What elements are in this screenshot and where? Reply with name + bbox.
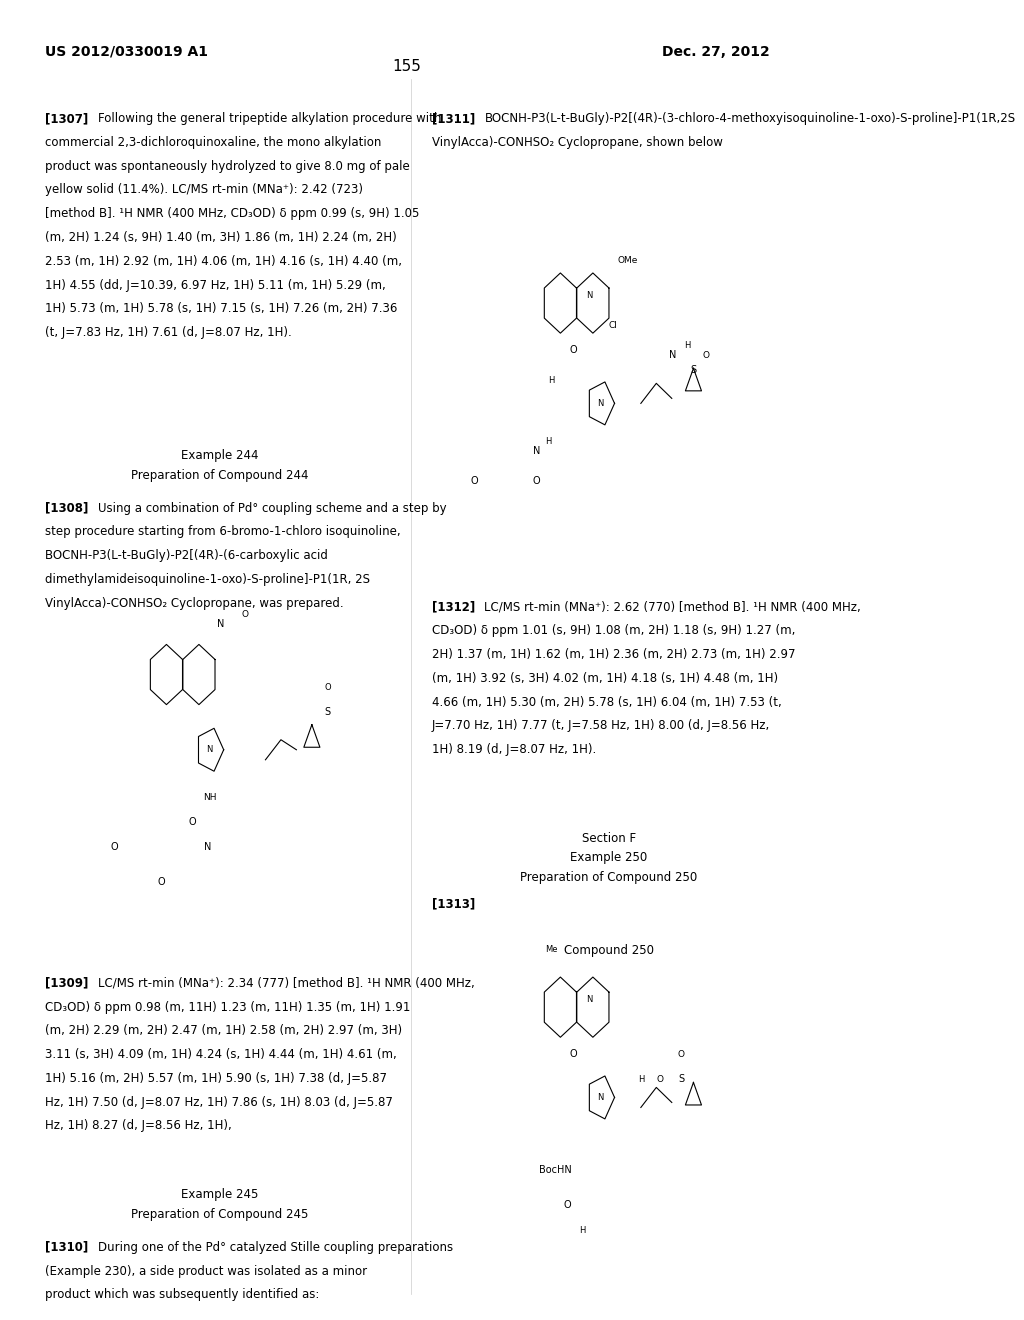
Text: CD₃OD) δ ppm 0.98 (m, 11H) 1.23 (m, 11H) 1.35 (m, 1H) 1.91: CD₃OD) δ ppm 0.98 (m, 11H) 1.23 (m, 11H)…	[45, 1001, 411, 1014]
Text: OMe: OMe	[617, 256, 638, 265]
Text: O: O	[324, 682, 331, 692]
Text: 1H) 4.55 (dd, J=10.39, 6.97 Hz, 1H) 5.11 (m, 1H) 5.29 (m,: 1H) 4.55 (dd, J=10.39, 6.97 Hz, 1H) 5.11…	[45, 279, 385, 292]
Text: 1H) 5.16 (m, 2H) 5.57 (m, 1H) 5.90 (s, 1H) 7.38 (d, J=5.87: 1H) 5.16 (m, 2H) 5.57 (m, 1H) 5.90 (s, 1…	[45, 1072, 387, 1085]
Text: Hz, 1H) 7.50 (d, J=8.07 Hz, 1H) 7.86 (s, 1H) 8.03 (d, J=5.87: Hz, 1H) 7.50 (d, J=8.07 Hz, 1H) 7.86 (s,…	[45, 1096, 392, 1109]
Text: 155: 155	[393, 59, 422, 74]
Text: VinylAcca)-CONHSO₂ Cyclopropane, shown below: VinylAcca)-CONHSO₂ Cyclopropane, shown b…	[431, 136, 723, 149]
Text: N: N	[587, 995, 593, 1005]
Text: US 2012/0330019 A1: US 2012/0330019 A1	[45, 45, 208, 59]
Text: [1309]: [1309]	[45, 977, 88, 990]
Text: Preparation of Compound 244: Preparation of Compound 244	[131, 469, 308, 482]
Text: J=7.70 Hz, 1H) 7.77 (t, J=7.58 Hz, 1H) 8.00 (d, J=8.56 Hz,: J=7.70 Hz, 1H) 7.77 (t, J=7.58 Hz, 1H) 8…	[431, 719, 770, 733]
Text: N: N	[217, 619, 224, 630]
Text: (Example 230), a side product was isolated as a minor: (Example 230), a side product was isolat…	[45, 1265, 367, 1278]
Text: (m, 2H) 2.29 (m, 2H) 2.47 (m, 1H) 2.58 (m, 2H) 2.97 (m, 3H): (m, 2H) 2.29 (m, 2H) 2.47 (m, 1H) 2.58 (…	[45, 1024, 401, 1038]
Text: O: O	[656, 1076, 664, 1085]
Text: Compound 250: Compound 250	[563, 944, 653, 957]
Text: H: H	[684, 341, 690, 350]
Text: N: N	[587, 290, 593, 300]
Text: [1313]: [1313]	[431, 898, 475, 911]
Text: H: H	[579, 1226, 586, 1236]
Text: Hz, 1H) 8.27 (d, J=8.56 Hz, 1H),: Hz, 1H) 8.27 (d, J=8.56 Hz, 1H),	[45, 1119, 231, 1133]
Text: LC/MS rt-min (MNa⁺): 2.34 (777) [method B]. ¹H NMR (400 MHz,: LC/MS rt-min (MNa⁺): 2.34 (777) [method …	[97, 977, 474, 990]
Text: Example 245: Example 245	[181, 1188, 258, 1201]
Text: During one of the Pd° catalyzed Stille coupling preparations: During one of the Pd° catalyzed Stille c…	[97, 1241, 453, 1254]
Text: BOCNH-P3(L-t-BuGly)-P2[(4R)-(3-chloro-4-methoxyisoquinoline-1-oxo)-S-proline]-P1: BOCNH-P3(L-t-BuGly)-P2[(4R)-(3-chloro-4-…	[484, 112, 1016, 125]
Text: BocHN: BocHN	[539, 1164, 571, 1175]
Text: S: S	[325, 706, 331, 717]
Text: H: H	[638, 1076, 644, 1085]
Text: 2H) 1.37 (m, 1H) 1.62 (m, 1H) 2.36 (m, 2H) 2.73 (m, 1H) 2.97: 2H) 1.37 (m, 1H) 1.62 (m, 1H) 2.36 (m, 2…	[431, 648, 795, 661]
Text: N: N	[669, 350, 676, 360]
Text: O: O	[563, 1200, 571, 1210]
Text: N: N	[207, 746, 213, 754]
Text: commercial 2,3-dichloroquinoxaline, the mono alkylation: commercial 2,3-dichloroquinoxaline, the …	[45, 136, 381, 149]
Text: step procedure starting from 6-bromo-1-chloro isoquinoline,: step procedure starting from 6-bromo-1-c…	[45, 525, 400, 539]
Text: Example 250: Example 250	[570, 851, 647, 865]
Text: VinylAcca)-CONHSO₂ Cyclopropane, was prepared.: VinylAcca)-CONHSO₂ Cyclopropane, was pre…	[45, 597, 343, 610]
Text: O: O	[532, 475, 541, 486]
Text: N: N	[532, 446, 540, 455]
Text: BOCNH-P3(L-t-BuGly)-P2[(4R)-(6-carboxylic acid: BOCNH-P3(L-t-BuGly)-P2[(4R)-(6-carboxyli…	[45, 549, 328, 562]
Text: N: N	[204, 842, 211, 853]
Text: Dec. 27, 2012: Dec. 27, 2012	[662, 45, 769, 59]
Text: O: O	[569, 346, 578, 355]
Text: [method B]. ¹H NMR (400 MHz, CD₃OD) δ ppm 0.99 (s, 9H) 1.05: [method B]. ¹H NMR (400 MHz, CD₃OD) δ pp…	[45, 207, 419, 220]
Text: 1H) 5.73 (m, 1H) 5.78 (s, 1H) 7.15 (s, 1H) 7.26 (m, 2H) 7.36: 1H) 5.73 (m, 1H) 5.78 (s, 1H) 7.15 (s, 1…	[45, 302, 397, 315]
Text: Section F: Section F	[582, 832, 636, 845]
Text: yellow solid (11.4%). LC/MS rt-min (MNa⁺): 2.42 (723): yellow solid (11.4%). LC/MS rt-min (MNa⁺…	[45, 183, 362, 197]
Text: LC/MS rt-min (MNa⁺): 2.62 (770) [method B]. ¹H NMR (400 MHz,: LC/MS rt-min (MNa⁺): 2.62 (770) [method …	[484, 601, 861, 614]
Text: (t, J=7.83 Hz, 1H) 7.61 (d, J=8.07 Hz, 1H).: (t, J=7.83 Hz, 1H) 7.61 (d, J=8.07 Hz, 1…	[45, 326, 292, 339]
Text: CD₃OD) δ ppm 1.01 (s, 9H) 1.08 (m, 2H) 1.18 (s, 9H) 1.27 (m,: CD₃OD) δ ppm 1.01 (s, 9H) 1.08 (m, 2H) 1…	[431, 624, 795, 638]
Text: 1H) 8.19 (d, J=8.07 Hz, 1H).: 1H) 8.19 (d, J=8.07 Hz, 1H).	[431, 743, 596, 756]
Text: H: H	[545, 437, 551, 446]
Text: Preparation of Compound 245: Preparation of Compound 245	[131, 1208, 308, 1221]
Text: [1311]: [1311]	[431, 112, 475, 125]
Text: [1310]: [1310]	[45, 1241, 88, 1254]
Text: S: S	[690, 366, 696, 375]
Text: N: N	[597, 399, 604, 408]
Text: 4.66 (m, 1H) 5.30 (m, 2H) 5.78 (s, 1H) 6.04 (m, 1H) 7.53 (t,: 4.66 (m, 1H) 5.30 (m, 2H) 5.78 (s, 1H) 6…	[431, 696, 781, 709]
Text: Cl: Cl	[608, 321, 617, 330]
Text: Preparation of Compound 250: Preparation of Compound 250	[520, 871, 697, 884]
Text: O: O	[471, 475, 478, 486]
Text: dimethylamideisoquinoline-1-oxo)-S-proline]-P1(1R, 2S: dimethylamideisoquinoline-1-oxo)-S-proli…	[45, 573, 370, 586]
Text: [1307]: [1307]	[45, 112, 88, 125]
Text: O: O	[569, 1049, 578, 1060]
Text: H: H	[548, 376, 554, 385]
Text: Using a combination of Pd° coupling scheme and a step by: Using a combination of Pd° coupling sche…	[97, 502, 446, 515]
Text: N: N	[597, 1093, 604, 1102]
Text: NH: NH	[204, 793, 217, 803]
Text: O: O	[111, 842, 119, 853]
Text: O: O	[242, 610, 249, 619]
Text: [1312]: [1312]	[431, 601, 475, 614]
Text: 2.53 (m, 1H) 2.92 (m, 1H) 4.06 (m, 1H) 4.16 (s, 1H) 4.40 (m,: 2.53 (m, 1H) 2.92 (m, 1H) 4.06 (m, 1H) 4…	[45, 255, 401, 268]
Text: O: O	[188, 817, 196, 828]
Text: Example 244: Example 244	[181, 449, 259, 462]
Text: Me: Me	[545, 945, 557, 954]
Text: O: O	[702, 351, 710, 360]
Text: (m, 2H) 1.24 (s, 9H) 1.40 (m, 3H) 1.86 (m, 1H) 2.24 (m, 2H): (m, 2H) 1.24 (s, 9H) 1.40 (m, 3H) 1.86 (…	[45, 231, 396, 244]
Text: 3.11 (s, 3H) 4.09 (m, 1H) 4.24 (s, 1H) 4.44 (m, 1H) 4.61 (m,: 3.11 (s, 3H) 4.09 (m, 1H) 4.24 (s, 1H) 4…	[45, 1048, 396, 1061]
Text: S: S	[678, 1074, 684, 1085]
Text: [1308]: [1308]	[45, 502, 88, 515]
Text: Following the general tripeptide alkylation procedure with: Following the general tripeptide alkylat…	[97, 112, 441, 125]
Text: product was spontaneously hydrolyzed to give 8.0 mg of pale: product was spontaneously hydrolyzed to …	[45, 160, 410, 173]
Text: O: O	[678, 1051, 685, 1060]
Text: (m, 1H) 3.92 (s, 3H) 4.02 (m, 1H) 4.18 (s, 1H) 4.48 (m, 1H): (m, 1H) 3.92 (s, 3H) 4.02 (m, 1H) 4.18 (…	[431, 672, 777, 685]
Text: O: O	[157, 878, 165, 887]
Text: product which was subsequently identified as:: product which was subsequently identifie…	[45, 1288, 319, 1302]
